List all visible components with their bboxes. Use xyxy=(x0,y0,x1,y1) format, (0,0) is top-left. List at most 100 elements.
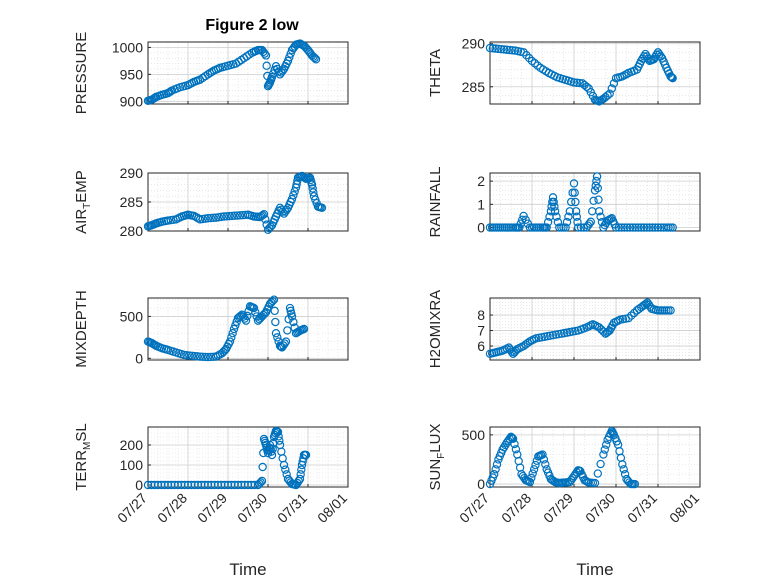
panel-4-data-point xyxy=(515,223,524,232)
panel-5-data-point xyxy=(190,351,199,361)
panel-7-data-point xyxy=(295,474,305,484)
panel-5-data-point xyxy=(195,352,205,361)
panel-4-data-point xyxy=(634,223,643,232)
panel-8-x-tick-label: 07/28 xyxy=(498,490,534,526)
panel-2-data-point xyxy=(494,44,503,54)
panel-1-axes-box xyxy=(147,41,349,105)
panel-1-data-point xyxy=(310,53,319,63)
panel-5-data-point xyxy=(259,310,268,320)
panel-2-data-point xyxy=(641,49,650,59)
panel-5-data-point xyxy=(243,311,252,321)
panel-8-x-tick-label: 07/30 xyxy=(582,490,618,526)
panel-8-x-tick-label: 07/31 xyxy=(624,490,660,526)
panel-7-data-point xyxy=(297,465,306,474)
panel-2-data-point xyxy=(572,78,582,87)
panel-1: 900 950 1000 PRESSURE xyxy=(73,32,349,114)
panel-4-data-point xyxy=(518,215,527,224)
panel-2-data-point xyxy=(508,46,517,55)
panel-4-data-point xyxy=(571,207,581,216)
panel-1-data-point xyxy=(309,52,318,61)
panel-4-data-point xyxy=(645,223,654,232)
panel-5-data-point xyxy=(240,314,249,323)
panel-2-data-point xyxy=(603,91,612,100)
panel-3-data-point xyxy=(317,203,327,212)
panel-2-data-point xyxy=(569,78,579,87)
panel-8-x-tick-label: 07/27 xyxy=(456,490,492,526)
panel-5-data-point xyxy=(271,328,281,338)
panel-8-data-point xyxy=(590,478,600,488)
panel-5-data-point xyxy=(231,321,240,330)
panel-5-data-point xyxy=(198,352,207,361)
panel-1-data-point xyxy=(278,66,287,75)
panel-4-data-point xyxy=(596,212,605,221)
panel-3-data-point xyxy=(219,212,229,221)
panel-4-data-point xyxy=(585,219,594,228)
panel-6-data-point xyxy=(523,338,533,348)
panel-4-data-point xyxy=(565,207,575,216)
panel-5: 0 500 MIXDEPTH xyxy=(73,290,349,368)
panel-2-data-point xyxy=(525,53,534,63)
panel-4-data-point xyxy=(562,217,572,227)
panel-8-series xyxy=(485,426,640,489)
panel-4-data-point xyxy=(648,223,657,232)
panel-3-data-point xyxy=(206,213,215,223)
panel-7-data-point xyxy=(255,479,264,488)
panel-7-data-point xyxy=(301,450,311,460)
panel-5-data-point xyxy=(269,295,279,304)
panel-7-data-point xyxy=(256,478,265,487)
panel-3-y-tick-label: 285 xyxy=(120,194,144,210)
panel-3-data-point xyxy=(203,214,213,223)
panel-1-data-point xyxy=(261,51,271,60)
panel-5-data-point xyxy=(281,337,291,346)
panel-3-data-point xyxy=(222,212,231,221)
panel-6-y-tick-label: 6 xyxy=(477,338,485,354)
panel-5-data-point xyxy=(187,351,197,361)
panel-5-data-point xyxy=(251,308,260,317)
panel-4-data-point xyxy=(542,223,551,232)
panel-2-data-point xyxy=(639,52,649,61)
panel-2: 285 290 THETA xyxy=(427,36,701,106)
panel-2-data-point xyxy=(502,45,511,54)
panel-8-data-point xyxy=(619,465,628,474)
panel-6: 678 H2OMIXRA xyxy=(427,290,701,368)
panel-7-y-tick-label: 100 xyxy=(120,457,144,473)
panel-4-data-point xyxy=(620,223,629,232)
panel-1-data-point xyxy=(311,55,321,64)
panel-5-data-point xyxy=(280,339,289,348)
panel-8: 0 500 07/27 07/28 07/29 07/30 07/31 08/01 Time SU… xyxy=(427,424,702,579)
panel-8-data-point xyxy=(541,460,550,469)
panel-4-data-point xyxy=(567,197,576,207)
panel-3-data-point xyxy=(227,211,237,221)
panel-4-y-tick-label: 1 xyxy=(477,196,485,212)
panel-3-data-point xyxy=(259,209,269,219)
panel-8-data-point xyxy=(531,460,540,470)
panel-2-data-point xyxy=(609,79,619,88)
panel-4-data-point xyxy=(543,217,553,227)
panel-4-data-point xyxy=(614,223,624,232)
panel-2-y-tick-label: 285 xyxy=(462,79,486,95)
panel-4-y-axis-label: RAINFALL xyxy=(427,167,444,238)
panel-3-data-point xyxy=(282,205,291,214)
panel-2-data-point xyxy=(652,50,661,59)
panel-3-data-point xyxy=(209,213,218,223)
panel-2-data-point xyxy=(491,44,500,53)
panel-8-data-point xyxy=(602,440,611,449)
panel-8-data-point xyxy=(539,455,549,464)
panel-8-data-point xyxy=(528,469,537,478)
panel-7-y-tick-label: 200 xyxy=(120,437,144,453)
panel-2-data-point xyxy=(485,43,495,53)
panel-6-series xyxy=(485,298,675,358)
panel-7-x-tick-label: 08/01 xyxy=(314,490,350,526)
panel-2-data-point xyxy=(668,73,677,83)
panel-7-data-point xyxy=(258,462,267,472)
panel-1-data-point xyxy=(285,53,294,62)
panel-2-data-point xyxy=(522,51,531,60)
panel-3-y-tick-label: 280 xyxy=(120,223,144,239)
panel-3-y-tick-label: 290 xyxy=(120,165,144,181)
panel-3-data-point xyxy=(258,210,267,220)
panel-4-series xyxy=(485,172,677,232)
panel-7-x-tick-label: 07/30 xyxy=(234,490,270,526)
panel-2-data-point xyxy=(530,59,540,68)
panel-5-data-point xyxy=(229,324,239,334)
